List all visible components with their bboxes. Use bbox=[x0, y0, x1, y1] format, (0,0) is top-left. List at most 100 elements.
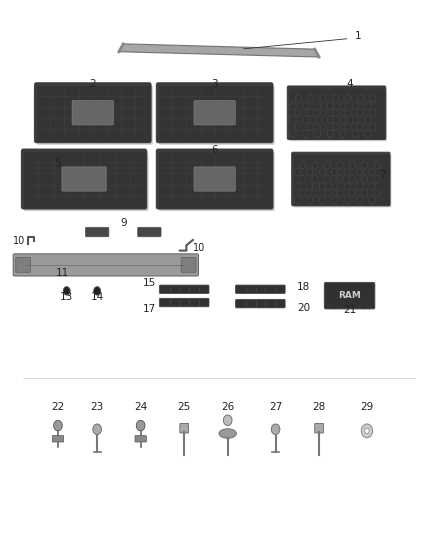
Text: 4: 4 bbox=[346, 78, 353, 88]
FancyBboxPatch shape bbox=[292, 152, 390, 206]
Polygon shape bbox=[357, 168, 363, 176]
Text: 6: 6 bbox=[212, 145, 218, 155]
Text: 1: 1 bbox=[355, 31, 362, 41]
Polygon shape bbox=[325, 161, 330, 169]
Text: 20: 20 bbox=[297, 303, 311, 313]
Polygon shape bbox=[340, 130, 346, 138]
Polygon shape bbox=[352, 101, 358, 110]
Polygon shape bbox=[374, 161, 380, 169]
Text: 10: 10 bbox=[13, 236, 25, 246]
Polygon shape bbox=[332, 196, 338, 204]
Polygon shape bbox=[362, 161, 368, 169]
Polygon shape bbox=[340, 101, 346, 110]
Text: 28: 28 bbox=[312, 402, 326, 412]
Polygon shape bbox=[349, 161, 355, 169]
Polygon shape bbox=[345, 123, 351, 131]
Polygon shape bbox=[290, 101, 296, 110]
Text: 26: 26 bbox=[221, 402, 234, 412]
Polygon shape bbox=[337, 189, 343, 197]
Polygon shape bbox=[332, 182, 338, 190]
Polygon shape bbox=[312, 189, 318, 197]
FancyBboxPatch shape bbox=[37, 86, 153, 145]
Polygon shape bbox=[337, 161, 343, 169]
Polygon shape bbox=[357, 109, 364, 117]
Polygon shape bbox=[374, 189, 380, 197]
Polygon shape bbox=[315, 130, 321, 138]
Polygon shape bbox=[295, 94, 301, 103]
Polygon shape bbox=[327, 101, 333, 110]
Polygon shape bbox=[312, 161, 318, 169]
Circle shape bbox=[53, 420, 62, 431]
Polygon shape bbox=[349, 175, 355, 183]
Polygon shape bbox=[319, 182, 325, 190]
Text: 29: 29 bbox=[360, 402, 374, 412]
Text: RAM: RAM bbox=[338, 291, 361, 300]
FancyBboxPatch shape bbox=[138, 227, 161, 237]
Text: 24: 24 bbox=[134, 402, 147, 412]
FancyBboxPatch shape bbox=[236, 300, 285, 308]
Circle shape bbox=[271, 424, 280, 434]
Polygon shape bbox=[295, 123, 301, 131]
Polygon shape bbox=[307, 109, 314, 117]
Polygon shape bbox=[319, 196, 325, 204]
FancyBboxPatch shape bbox=[159, 86, 275, 145]
Polygon shape bbox=[369, 182, 375, 190]
Text: 21: 21 bbox=[343, 305, 356, 315]
Text: 13: 13 bbox=[60, 292, 73, 302]
FancyBboxPatch shape bbox=[156, 83, 273, 143]
Polygon shape bbox=[340, 116, 346, 124]
FancyBboxPatch shape bbox=[180, 423, 188, 433]
Polygon shape bbox=[345, 94, 351, 103]
Polygon shape bbox=[337, 175, 343, 183]
Polygon shape bbox=[315, 101, 321, 110]
Polygon shape bbox=[357, 94, 364, 103]
Polygon shape bbox=[357, 196, 363, 204]
Polygon shape bbox=[344, 196, 350, 204]
Polygon shape bbox=[374, 175, 380, 183]
Polygon shape bbox=[362, 189, 368, 197]
Text: 25: 25 bbox=[177, 402, 191, 412]
FancyBboxPatch shape bbox=[315, 423, 323, 433]
FancyBboxPatch shape bbox=[52, 435, 64, 442]
Polygon shape bbox=[352, 116, 358, 124]
Polygon shape bbox=[315, 116, 321, 124]
Polygon shape bbox=[307, 182, 313, 190]
Polygon shape bbox=[327, 130, 333, 138]
Text: 27: 27 bbox=[269, 402, 282, 412]
Polygon shape bbox=[320, 94, 326, 103]
Circle shape bbox=[63, 287, 70, 295]
FancyBboxPatch shape bbox=[159, 298, 209, 307]
Polygon shape bbox=[332, 94, 339, 103]
Text: 15: 15 bbox=[143, 278, 156, 288]
FancyBboxPatch shape bbox=[13, 254, 198, 276]
Polygon shape bbox=[119, 44, 319, 57]
FancyBboxPatch shape bbox=[135, 435, 146, 442]
FancyBboxPatch shape bbox=[159, 152, 275, 211]
Polygon shape bbox=[332, 109, 339, 117]
Polygon shape bbox=[294, 168, 300, 176]
Polygon shape bbox=[370, 109, 376, 117]
Polygon shape bbox=[357, 123, 364, 131]
Polygon shape bbox=[307, 196, 313, 204]
Polygon shape bbox=[302, 101, 308, 110]
FancyBboxPatch shape bbox=[294, 155, 391, 207]
Polygon shape bbox=[352, 130, 358, 138]
Text: 5: 5 bbox=[55, 158, 61, 168]
Polygon shape bbox=[320, 109, 326, 117]
Polygon shape bbox=[325, 175, 330, 183]
Polygon shape bbox=[307, 168, 313, 176]
Text: 2: 2 bbox=[89, 78, 96, 88]
FancyBboxPatch shape bbox=[290, 88, 387, 141]
Polygon shape bbox=[320, 123, 326, 131]
Polygon shape bbox=[327, 116, 333, 124]
Circle shape bbox=[223, 415, 232, 425]
Polygon shape bbox=[357, 182, 363, 190]
Polygon shape bbox=[307, 94, 314, 103]
Polygon shape bbox=[290, 130, 296, 138]
Polygon shape bbox=[325, 189, 330, 197]
Polygon shape bbox=[302, 116, 308, 124]
Circle shape bbox=[136, 420, 145, 431]
Text: 22: 22 bbox=[51, 402, 64, 412]
Polygon shape bbox=[294, 196, 300, 204]
FancyBboxPatch shape bbox=[21, 149, 147, 209]
